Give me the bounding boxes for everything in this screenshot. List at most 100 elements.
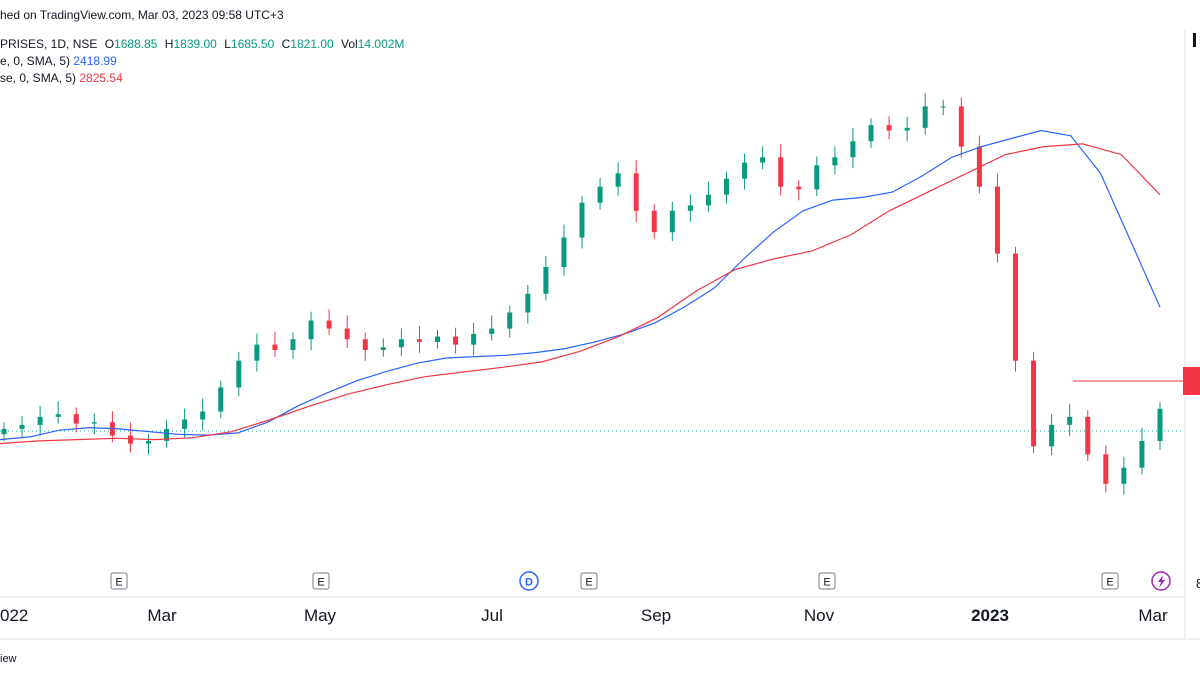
ma1-value: 2418.99 — [73, 54, 117, 68]
candle-body — [362, 339, 368, 350]
candle-body — [1085, 416, 1091, 455]
candle-body — [435, 336, 440, 342]
candle-body — [200, 411, 206, 420]
earnings-marker — [818, 572, 836, 590]
footer-brand: iew — [0, 653, 17, 665]
candle-body — [380, 347, 386, 350]
candle-body — [254, 344, 260, 361]
sma-100-line — [0, 143, 1161, 445]
x-tick-label: 2023 — [971, 606, 1009, 625]
candle-body — [507, 312, 513, 329]
volume-value: 14.002M — [357, 37, 405, 51]
candle-body — [489, 328, 495, 334]
dividend-marker-label: D — [525, 577, 533, 589]
candle-body — [561, 237, 567, 267]
earnings-marker-label: E — [585, 577, 592, 589]
candle-body — [127, 435, 133, 444]
candle-body — [1, 428, 7, 435]
price-level-marker — [1183, 367, 1200, 395]
candle-body — [1157, 408, 1163, 441]
candle-body — [904, 127, 910, 131]
high-value: 1839.00 — [173, 37, 217, 51]
ma1-legend: e, 0, SMA, 5) 2418.99 — [0, 54, 117, 68]
candle-body — [73, 414, 79, 424]
earnings-marker — [1101, 572, 1119, 590]
low-value: 1685.50 — [230, 37, 275, 51]
candle-body — [416, 339, 422, 342]
ohlc-legend: PRISES, 1D, NSE O1688.85 H1839.00 L1685.… — [0, 37, 404, 51]
earnings-marker-label: E — [317, 577, 324, 589]
x-tick-label: Mar — [1138, 606, 1168, 625]
candle-body — [543, 266, 549, 294]
candle-body — [1103, 454, 1109, 484]
volume-label: Vol — [341, 37, 358, 51]
candle-body — [994, 186, 1000, 254]
candle-body — [868, 125, 874, 142]
x-tick-label: Sep — [641, 606, 671, 625]
x-tick-label: Mar — [147, 606, 177, 625]
x-tick-label: May — [304, 606, 337, 625]
candle-body — [633, 173, 639, 211]
candle-body — [687, 205, 693, 211]
candle-body — [1031, 360, 1037, 447]
candle-body — [182, 419, 188, 429]
candle-body — [164, 428, 170, 441]
lightning-icon — [1158, 575, 1165, 588]
candle-body — [669, 210, 675, 233]
open-value: 1688.85 — [114, 37, 158, 51]
candle-body — [326, 320, 332, 329]
candle-body — [1049, 424, 1055, 447]
x-tick-label: 022 — [0, 606, 28, 625]
dividend-marker — [519, 571, 539, 591]
candle-body — [272, 344, 278, 350]
candle-body — [651, 210, 657, 233]
earnings-marker-label: E — [823, 577, 830, 589]
close-value: 1821.00 — [290, 37, 334, 51]
earnings-marker — [110, 572, 128, 590]
candle-body — [940, 106, 946, 108]
earnings-marker-label: E — [115, 577, 122, 589]
candle-body — [290, 339, 296, 350]
candle-body — [146, 440, 151, 444]
sma-50-line — [0, 129, 1161, 441]
y-tick-label: 8 — [1196, 576, 1200, 591]
ma2-label: se, 0, SMA, 5) — [0, 71, 77, 85]
candle-body — [218, 387, 224, 412]
candle-body — [850, 141, 856, 158]
candle-body — [778, 157, 784, 187]
open-label: O — [104, 37, 115, 51]
low-label: L — [224, 37, 231, 51]
candle-body — [760, 157, 766, 163]
earnings-marker — [312, 572, 330, 590]
candle-body — [37, 416, 43, 425]
x-tick-label: Nov — [804, 606, 835, 625]
candle-body — [1139, 440, 1145, 468]
candle-body — [814, 165, 820, 190]
candle-body — [471, 333, 477, 345]
ma1-label: e, 0, SMA, 5) — [0, 54, 71, 68]
earnings-marker — [580, 572, 598, 590]
candle-body — [398, 339, 404, 348]
candle-body — [922, 106, 928, 128]
ma2-legend: se, 0, SMA, 5) 2825.54 — [0, 71, 123, 85]
axis-cut-mark — [1193, 33, 1196, 47]
candle-body — [1121, 467, 1127, 484]
candle-body — [55, 414, 61, 417]
candle-body — [796, 186, 802, 190]
x-tick-label: Jul — [481, 606, 503, 625]
close-label: C — [281, 37, 291, 51]
candle-body — [91, 422, 97, 424]
candle-body — [1013, 253, 1018, 361]
candle-body — [832, 157, 838, 166]
candle-body — [1067, 416, 1073, 425]
candle-body — [615, 173, 621, 187]
candle-body — [597, 186, 603, 203]
candle-body — [958, 106, 964, 147]
candle-body — [236, 360, 242, 388]
candle-body — [308, 320, 314, 340]
candle-body — [19, 424, 25, 429]
published-info: hed on TradingView.com, Mar 03, 2023 09:… — [0, 8, 284, 22]
candle-body — [525, 293, 531, 313]
candle-body — [886, 125, 892, 131]
